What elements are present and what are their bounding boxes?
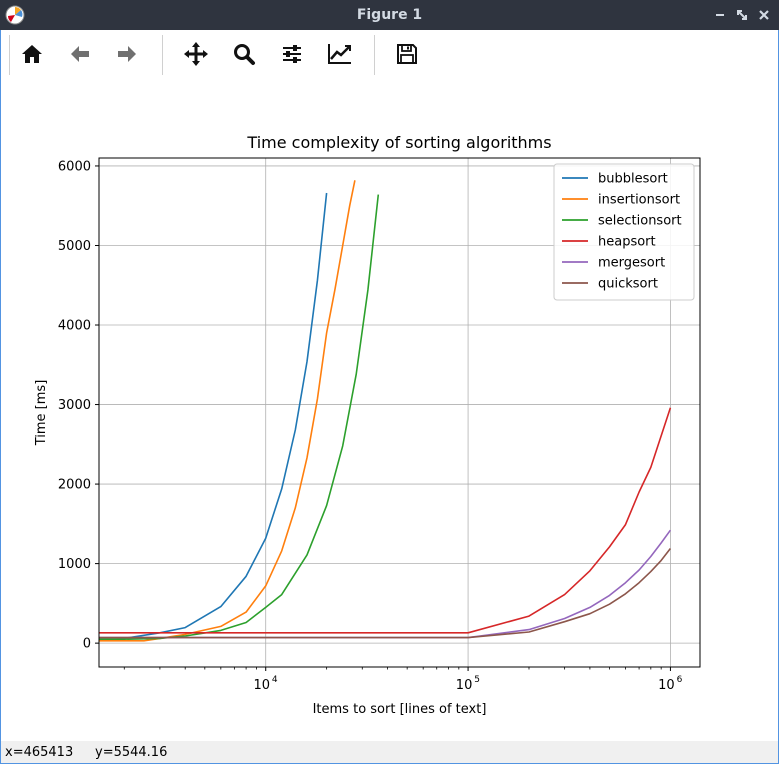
toolbar-separator — [374, 35, 375, 75]
axes-frame — [98, 157, 701, 668]
window-title: Figure 1 — [356, 7, 423, 23]
zoom-button[interactable] — [227, 36, 261, 72]
x-tick-label: 10 — [253, 678, 270, 693]
y-tick-label: 5000 — [58, 239, 91, 254]
series-line-quicksort — [99, 548, 672, 639]
y-tick-label: 2000 — [58, 478, 91, 493]
x-axis-label: Items to sort [lines of text] — [313, 702, 487, 717]
arrow-right-icon — [118, 46, 136, 62]
x-tick-label: 10 — [456, 678, 473, 693]
y-tick-label: 3000 — [58, 398, 91, 413]
legend-label-selectionsort: selectionsort — [598, 214, 682, 229]
forward-button[interactable] — [110, 36, 144, 72]
legend-label-heapsort: heapsort — [598, 235, 656, 250]
series-line-heapsort — [99, 407, 672, 634]
y-axis-label: Time [ms] — [34, 380, 49, 447]
move-icon — [184, 42, 208, 66]
arrow-left-icon — [71, 46, 89, 62]
x-tick-label: 10 — [658, 678, 675, 693]
series-line-mergesort — [99, 529, 672, 639]
legend-box — [553, 163, 695, 301]
toolbar-separator — [162, 35, 163, 75]
configure-subplots-button[interactable] — [275, 36, 309, 72]
close-icon[interactable] — [755, 6, 773, 24]
x-tick-label-exponent: 5 — [474, 675, 480, 685]
matplotlib-icon — [5, 5, 25, 25]
chart-edit-icon — [328, 44, 351, 64]
cursor-x-readout: x=465413 — [5, 745, 74, 760]
toolbar-separator — [9, 35, 10, 75]
window-controls — [711, 0, 773, 30]
edit-axis-button[interactable] — [323, 36, 357, 72]
series-line-selectionsort — [99, 194, 380, 641]
cursor-y-readout: y=5544.16 — [95, 745, 168, 760]
home-icon — [22, 45, 42, 63]
x-tick-label-exponent: 6 — [677, 675, 683, 685]
pan-button[interactable] — [179, 36, 213, 72]
legend-label-insertionsort: insertionsort — [598, 193, 680, 208]
legend-label-mergesort: mergesort — [598, 256, 665, 271]
series-line-bubblesort — [98, 192, 328, 642]
zoom-icon — [234, 44, 255, 65]
back-button[interactable] — [63, 36, 97, 72]
y-tick-label: 4000 — [58, 319, 91, 334]
y-tick-label: 6000 — [58, 159, 91, 174]
legend: bubblesort insertionsort selectionsort heap… — [553, 163, 695, 301]
legend-label-quicksort: quicksort — [598, 277, 658, 292]
y-tick-label: 0 — [83, 637, 91, 652]
window-titlebar[interactable]: Figure 1 — [0, 0, 779, 30]
chart-title: Time complexity of sorting algorithms — [246, 133, 551, 152]
minimize-icon[interactable] — [711, 6, 729, 24]
maximize-icon[interactable] — [733, 6, 751, 24]
sliders-icon — [283, 45, 301, 63]
navigation-toolbar — [1, 30, 778, 78]
save-button[interactable] — [390, 36, 424, 72]
y-tick-label: 1000 — [58, 557, 91, 572]
save-icon — [397, 44, 417, 64]
status-bar: x=465413 y=5544.16 — [1, 741, 778, 763]
x-tick-label-exponent: 4 — [272, 675, 278, 685]
legend-label-bubblesort: bubblesort — [598, 172, 668, 187]
figure-canvas[interactable]: 0 1000 2000 3000 4000 5000 6000 10 4 10 5 10 6 Time … — [1, 78, 778, 741]
series-line-insertionsort — [99, 180, 356, 642]
home-button[interactable] — [15, 36, 49, 72]
